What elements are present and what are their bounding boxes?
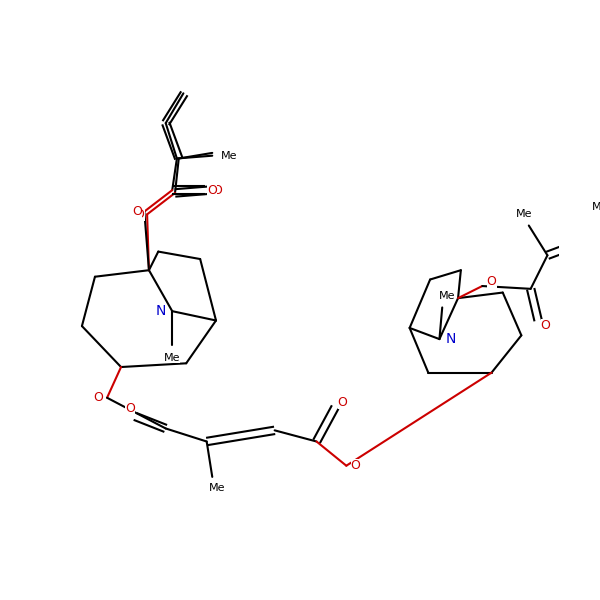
Text: O: O [351, 459, 361, 472]
Text: O: O [487, 275, 497, 288]
Text: Me: Me [221, 151, 237, 161]
Text: Me: Me [516, 209, 532, 220]
Text: O: O [125, 403, 135, 415]
Text: N: N [445, 332, 456, 346]
Text: Me: Me [164, 353, 181, 363]
Text: O: O [212, 184, 222, 197]
Text: O: O [208, 184, 217, 197]
Text: O: O [135, 208, 145, 221]
Text: O: O [93, 391, 103, 404]
Text: Me: Me [439, 291, 455, 301]
Text: Me: Me [209, 483, 225, 493]
Text: Me: Me [592, 202, 600, 212]
Text: N: N [156, 304, 166, 318]
Text: O: O [132, 205, 142, 218]
Text: O: O [541, 319, 551, 332]
Text: O: O [338, 396, 347, 409]
